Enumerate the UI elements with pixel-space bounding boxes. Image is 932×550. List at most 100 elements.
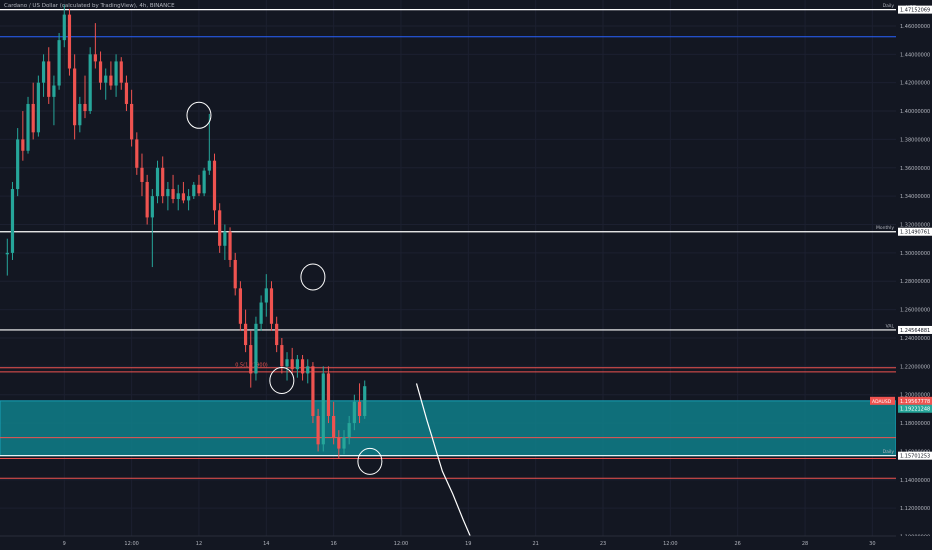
- time-tick-label: 26: [734, 541, 740, 547]
- candle-body: [187, 196, 191, 201]
- candle-body: [5, 252, 9, 255]
- candle-body: [155, 167, 160, 197]
- price-tag-box: [898, 451, 932, 460]
- candle-body: [93, 54, 97, 62]
- candle-body: [57, 40, 61, 86]
- candle-body: [197, 184, 201, 194]
- price-tag-value: 1.15701253: [900, 454, 930, 460]
- price-tag-box: [898, 5, 932, 14]
- time-tick-label: 21: [532, 541, 538, 547]
- candle-body: [104, 75, 108, 83]
- candle-body: [316, 415, 320, 445]
- price-tick-label: 1.34000000: [900, 194, 930, 200]
- candle-body: [73, 68, 77, 126]
- price-tag-value: 1.31490761: [900, 230, 930, 236]
- price-tick-label: 1.38000000: [900, 137, 930, 143]
- candle-body: [166, 189, 170, 197]
- candle-body: [31, 103, 35, 133]
- candle-body: [300, 359, 305, 374]
- candle-body: [130, 103, 134, 140]
- time-tick-label: 12:00: [663, 541, 677, 547]
- price-tick-label: 1.36000000: [900, 166, 930, 172]
- price-tag-value: 1.24564881: [900, 328, 930, 334]
- time-axis[interactable]: 357912:0012141612:0019212312:00262830Aug…: [0, 535, 932, 550]
- time-tick-label: 19: [465, 541, 471, 547]
- candle-body: [280, 345, 284, 367]
- candle-body: [342, 437, 346, 449]
- level-label: VAL: [886, 323, 895, 329]
- price-tag-value: 1.47152069: [900, 8, 930, 14]
- highlight-circle: [269, 367, 295, 395]
- candle-body: [171, 189, 175, 199]
- level-label: Daily: [883, 449, 895, 455]
- price-tick-label: 1.44000000: [900, 52, 930, 58]
- projection-path: [415, 383, 480, 550]
- level-label: Monthly: [876, 225, 894, 231]
- price-tag2-box: [898, 404, 932, 413]
- candle-body: [269, 288, 274, 324]
- candle-body: [337, 437, 341, 449]
- time-tick-label: 23: [600, 541, 606, 547]
- annotations: [186, 101, 480, 550]
- time-tick-label: 12: [196, 541, 202, 547]
- candle-body: [295, 359, 299, 370]
- symbol-tag: ADAUSD: [872, 399, 892, 405]
- highlight-circle: [186, 101, 212, 129]
- price-tick-label: 1.24000000: [900, 336, 930, 342]
- time-tick-label: 9: [63, 541, 66, 547]
- candle-body: [10, 189, 15, 253]
- time-tick-label: 12:00: [124, 541, 138, 547]
- candle-body: [88, 54, 92, 112]
- chart-title: Cardano / US Dollar (calculated by Tradi…: [4, 3, 175, 9]
- candle-body: [306, 366, 310, 374]
- candle-body: [233, 259, 237, 289]
- candle-body: [98, 61, 103, 83]
- candle-body: [119, 61, 123, 83]
- candle-body: [275, 323, 279, 346]
- candle-body: [67, 14, 72, 69]
- candle-body: [83, 103, 87, 112]
- price-tick-label: 1.40000000: [900, 109, 930, 115]
- price-tick-label: 1.18000000: [900, 421, 930, 427]
- candle-body: [321, 373, 325, 445]
- candle-body: [176, 193, 180, 199]
- time-tick-label: 28: [802, 541, 808, 547]
- candle-body: [21, 139, 25, 151]
- time-tick-label: 14: [263, 541, 269, 547]
- price-tick-label: 1.22000000: [900, 364, 930, 370]
- level-label: Daily: [883, 3, 895, 9]
- candle-body: [352, 401, 356, 424]
- price-tick-label: 1.30000000: [900, 251, 930, 257]
- candle-body: [52, 85, 56, 97]
- price-tag-box: [898, 325, 932, 334]
- candle-body: [124, 82, 129, 104]
- price-tick-label: 1.46000000: [900, 24, 930, 30]
- candle-body: [150, 196, 154, 218]
- candle-body: [109, 75, 113, 86]
- time-axis-bg: [0, 536, 932, 550]
- candle-body: [207, 160, 211, 171]
- candle-body: [16, 139, 20, 190]
- candle-body: [363, 386, 367, 416]
- candle-body: [357, 401, 362, 416]
- candle-body: [41, 61, 46, 83]
- highlight-circle: [357, 447, 383, 475]
- support-zone: [0, 400, 897, 457]
- price-tick-label: 1.12000000: [900, 506, 930, 512]
- candle-body: [212, 160, 217, 211]
- time-tick-label: 12:00: [394, 541, 408, 547]
- candle-body: [347, 423, 351, 438]
- candle-body: [114, 61, 118, 86]
- candle-body: [62, 14, 66, 41]
- price-tick-label: 1.28000000: [900, 279, 930, 285]
- symbol-tag-box: [870, 396, 895, 405]
- candle-body: [243, 323, 248, 346]
- candle-body: [140, 167, 144, 182]
- price-tag2-value: 1.19221248: [900, 407, 930, 413]
- candle-body: [145, 181, 149, 218]
- candle-body: [259, 302, 263, 324]
- candle-body: [290, 359, 294, 370]
- candle-body: [218, 210, 222, 246]
- candle-body: [192, 184, 196, 197]
